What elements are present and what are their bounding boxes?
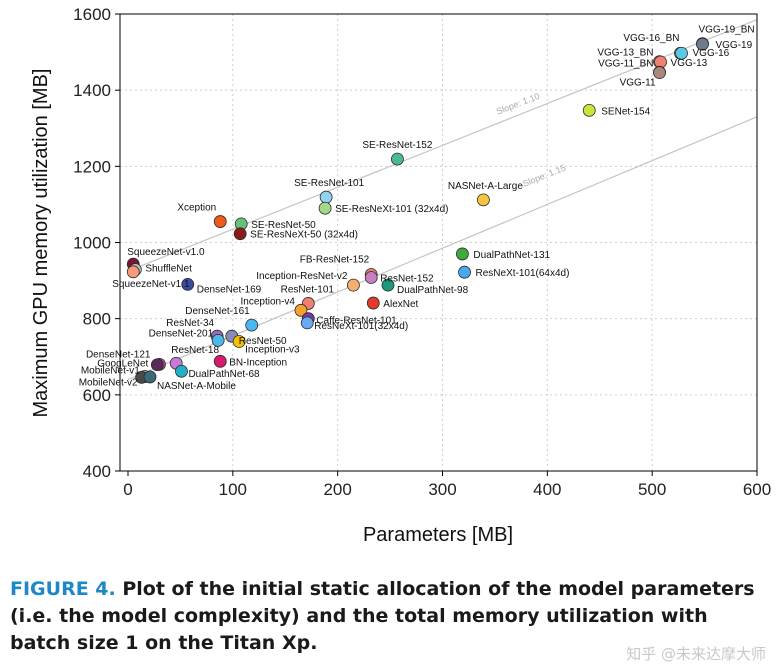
data-point	[126, 265, 140, 279]
data-point	[458, 265, 471, 279]
x-tick-label: 100	[219, 480, 247, 499]
y-tick-label: 1600	[73, 5, 111, 24]
x-tick-label: 200	[323, 480, 351, 499]
y-tick-label: 600	[83, 386, 111, 405]
data-point	[175, 364, 188, 378]
point-label: DenseNet-201	[149, 328, 214, 339]
data-points	[126, 37, 709, 384]
point-label: ResNet-18	[171, 345, 219, 356]
grid-lines	[120, 14, 757, 471]
point-label: ResNeXt-101(32x4d)	[314, 321, 408, 332]
point-label: VGG-11_BN	[598, 58, 653, 69]
x-tick-label: 500	[638, 480, 666, 499]
point-label: ResNet-50	[239, 336, 287, 347]
point-label: SqueezeNet-v1.1	[112, 279, 190, 290]
point-label: Caffe-ResNet-101	[316, 316, 397, 327]
point-label: SE-ResNeXt-101 (32x4d)	[335, 204, 448, 215]
y-axis-label: Maximum GPU memory utilization [MB]	[30, 69, 52, 418]
point-label: SE-ResNet-50	[251, 220, 316, 231]
point-label: ShuffleNet	[145, 264, 192, 275]
data-point	[143, 370, 157, 384]
data-point	[456, 247, 469, 261]
point-label: Inception-v4	[240, 296, 295, 307]
y-tick-label: 1200	[73, 157, 111, 176]
point-label: ResNeXt-101(64x4d)	[476, 268, 570, 279]
data-point	[245, 318, 259, 332]
data-point	[319, 190, 333, 204]
point-label: NASNet-A-Mobile	[157, 381, 236, 392]
point-label: VGG-16_BN	[623, 33, 679, 44]
trendline-label: Slope: 1.15	[521, 163, 567, 189]
data-point	[366, 296, 380, 310]
data-point	[211, 333, 225, 347]
data-point	[653, 66, 666, 80]
point-label: ResNet-34	[166, 318, 214, 329]
data-point	[364, 271, 378, 284]
point-label: FB-ResNet-152	[300, 254, 370, 265]
data-point	[318, 201, 332, 215]
point-label: DualPathNet-68	[188, 369, 260, 380]
point-label: DenseNet-161	[185, 306, 250, 317]
point-label: Inception-ResNet-v2	[256, 271, 348, 282]
point-label: BN-Inception	[229, 357, 287, 368]
data-point	[294, 303, 308, 317]
point-label: SE-ResNeXt-50 (32x4d)	[250, 230, 358, 241]
x-tick-label: 300	[428, 480, 456, 499]
trendline	[127, 19, 758, 272]
y-tick-label: 800	[83, 310, 111, 329]
point-label: SE-ResNet-152	[362, 140, 432, 151]
point-label: ResNet-152	[380, 274, 434, 285]
data-point	[381, 278, 395, 292]
data-point	[391, 152, 404, 166]
point-label: MobileNet-v1	[81, 366, 140, 377]
scatter-chart: Slope: 1.10 Slope: 1.15 0 100 200 300 400 500 6…	[30, 5, 771, 546]
data-point	[181, 277, 195, 291]
point-label: VGG-19	[715, 40, 752, 51]
data-point	[233, 227, 247, 241]
caption-text: Plot of the initial static allocation of…	[10, 578, 755, 654]
point-label: DenseNet-121	[86, 349, 151, 360]
data-point	[476, 193, 490, 207]
trendline-label: Slope: 1.10	[495, 91, 541, 117]
point-label: AlexNet	[383, 299, 418, 310]
point-label: ResNet-101	[281, 284, 335, 295]
data-point	[150, 358, 164, 372]
point-label: VGG-19_BN	[698, 25, 754, 36]
x-axis-label: Parameters [MB]	[363, 524, 513, 546]
axis-ticks: 0 100 200 300 400 500 600 400 600 800 1000 1200 1400…	[73, 5, 771, 499]
data-point	[346, 278, 360, 292]
point-labels: VGG-19_BNVGG-19VGG-16_BNVGG-16VGG-13_BNV…	[79, 25, 755, 392]
point-label: SENet-154	[601, 106, 650, 117]
point-label: NASNet-A-Large	[448, 181, 523, 192]
point-label: VGG-16	[693, 48, 730, 59]
data-point	[213, 354, 227, 368]
point-label: Inception-v3	[245, 345, 300, 356]
point-label: SqueezeNet-v1.0	[127, 247, 205, 258]
point-label: DualPathNet-98	[397, 285, 469, 296]
point-label: DenseNet-169	[197, 284, 262, 295]
figure-caption: FIGURE 4. Plot of the initial static all…	[10, 576, 770, 657]
x-tick-label: 0	[123, 480, 132, 499]
point-label: MobileNet-v2	[79, 377, 138, 388]
data-point	[675, 46, 688, 60]
point-label: VGG-11	[620, 78, 656, 89]
figure-label: FIGURE 4.	[10, 578, 116, 600]
data-point	[213, 215, 227, 228]
y-tick-label: 400	[83, 462, 111, 481]
data-point	[232, 335, 246, 348]
y-tick-label: 1000	[73, 234, 111, 253]
x-tick-label: 400	[533, 480, 561, 499]
y-tick-label: 1400	[73, 81, 111, 100]
data-point	[696, 37, 709, 51]
data-point	[582, 103, 596, 117]
data-point	[300, 316, 314, 330]
point-label: VGG-13_BN	[597, 48, 653, 59]
point-label: GoogLeNet	[97, 359, 148, 370]
point-label: VGG-13	[671, 58, 708, 69]
point-label: Xception	[177, 203, 216, 214]
x-tick-label: 600	[743, 480, 771, 499]
point-label: SE-ResNet-101	[294, 178, 364, 189]
watermark: 知乎 @未来达摩大师	[626, 645, 766, 663]
point-label: DualPathNet-131	[473, 250, 550, 261]
